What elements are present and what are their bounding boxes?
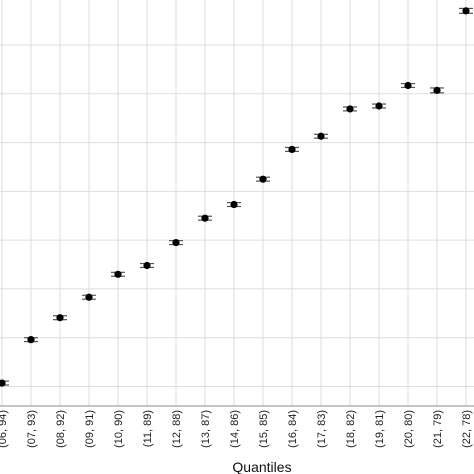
- data-point: [27, 336, 35, 344]
- x-tick-label: (13, 87): [200, 410, 212, 448]
- data-point: [201, 214, 209, 222]
- data-points: [0, 7, 470, 387]
- error-bars: [0, 7, 473, 386]
- data-point: [114, 270, 122, 278]
- x-tick-labels: (06, 94) (07, 93) (08, 92) (09, 91) (10, 90)…: [0, 410, 473, 448]
- data-point: [375, 102, 383, 110]
- x-tick-label: (09, 91): [84, 410, 96, 448]
- data-point: [433, 86, 441, 94]
- x-tick-label: (14, 86): [229, 410, 241, 448]
- data-point: [85, 293, 93, 301]
- x-tick-label: (17, 83): [316, 410, 328, 448]
- x-tick-label: (20, 80): [403, 410, 415, 448]
- data-point: [172, 238, 180, 247]
- data-point: [346, 105, 354, 113]
- data-point: [230, 200, 238, 209]
- x-tick-label: (22, 78): [461, 410, 473, 448]
- x-tick-label: (11, 89): [142, 410, 154, 447]
- x-tick-label: (19, 81): [374, 410, 386, 448]
- x-axis-title: Quantiles: [232, 459, 291, 474]
- x-tick-label: (08, 92): [55, 410, 67, 448]
- x-tick-label: (18, 82): [345, 410, 357, 448]
- data-point: [0, 379, 6, 387]
- x-tick-label: (12, 88): [171, 410, 183, 448]
- data-point: [317, 132, 325, 140]
- data-point: [404, 81, 412, 90]
- data-point: [56, 314, 64, 322]
- x-tick-label: (07, 93): [26, 410, 38, 448]
- x-tick-label: (15, 85): [258, 410, 270, 448]
- data-point: [288, 145, 296, 154]
- x-tick-label: (21, 79): [432, 410, 444, 448]
- x-tick-label: (06, 94): [0, 410, 9, 448]
- x-tick-label: (10, 90): [113, 410, 125, 448]
- data-point: [143, 261, 151, 270]
- x-tick-label: (16, 84): [287, 410, 299, 448]
- data-point: [462, 7, 470, 15]
- data-point: [259, 175, 267, 183]
- grid: [0, 0, 474, 406]
